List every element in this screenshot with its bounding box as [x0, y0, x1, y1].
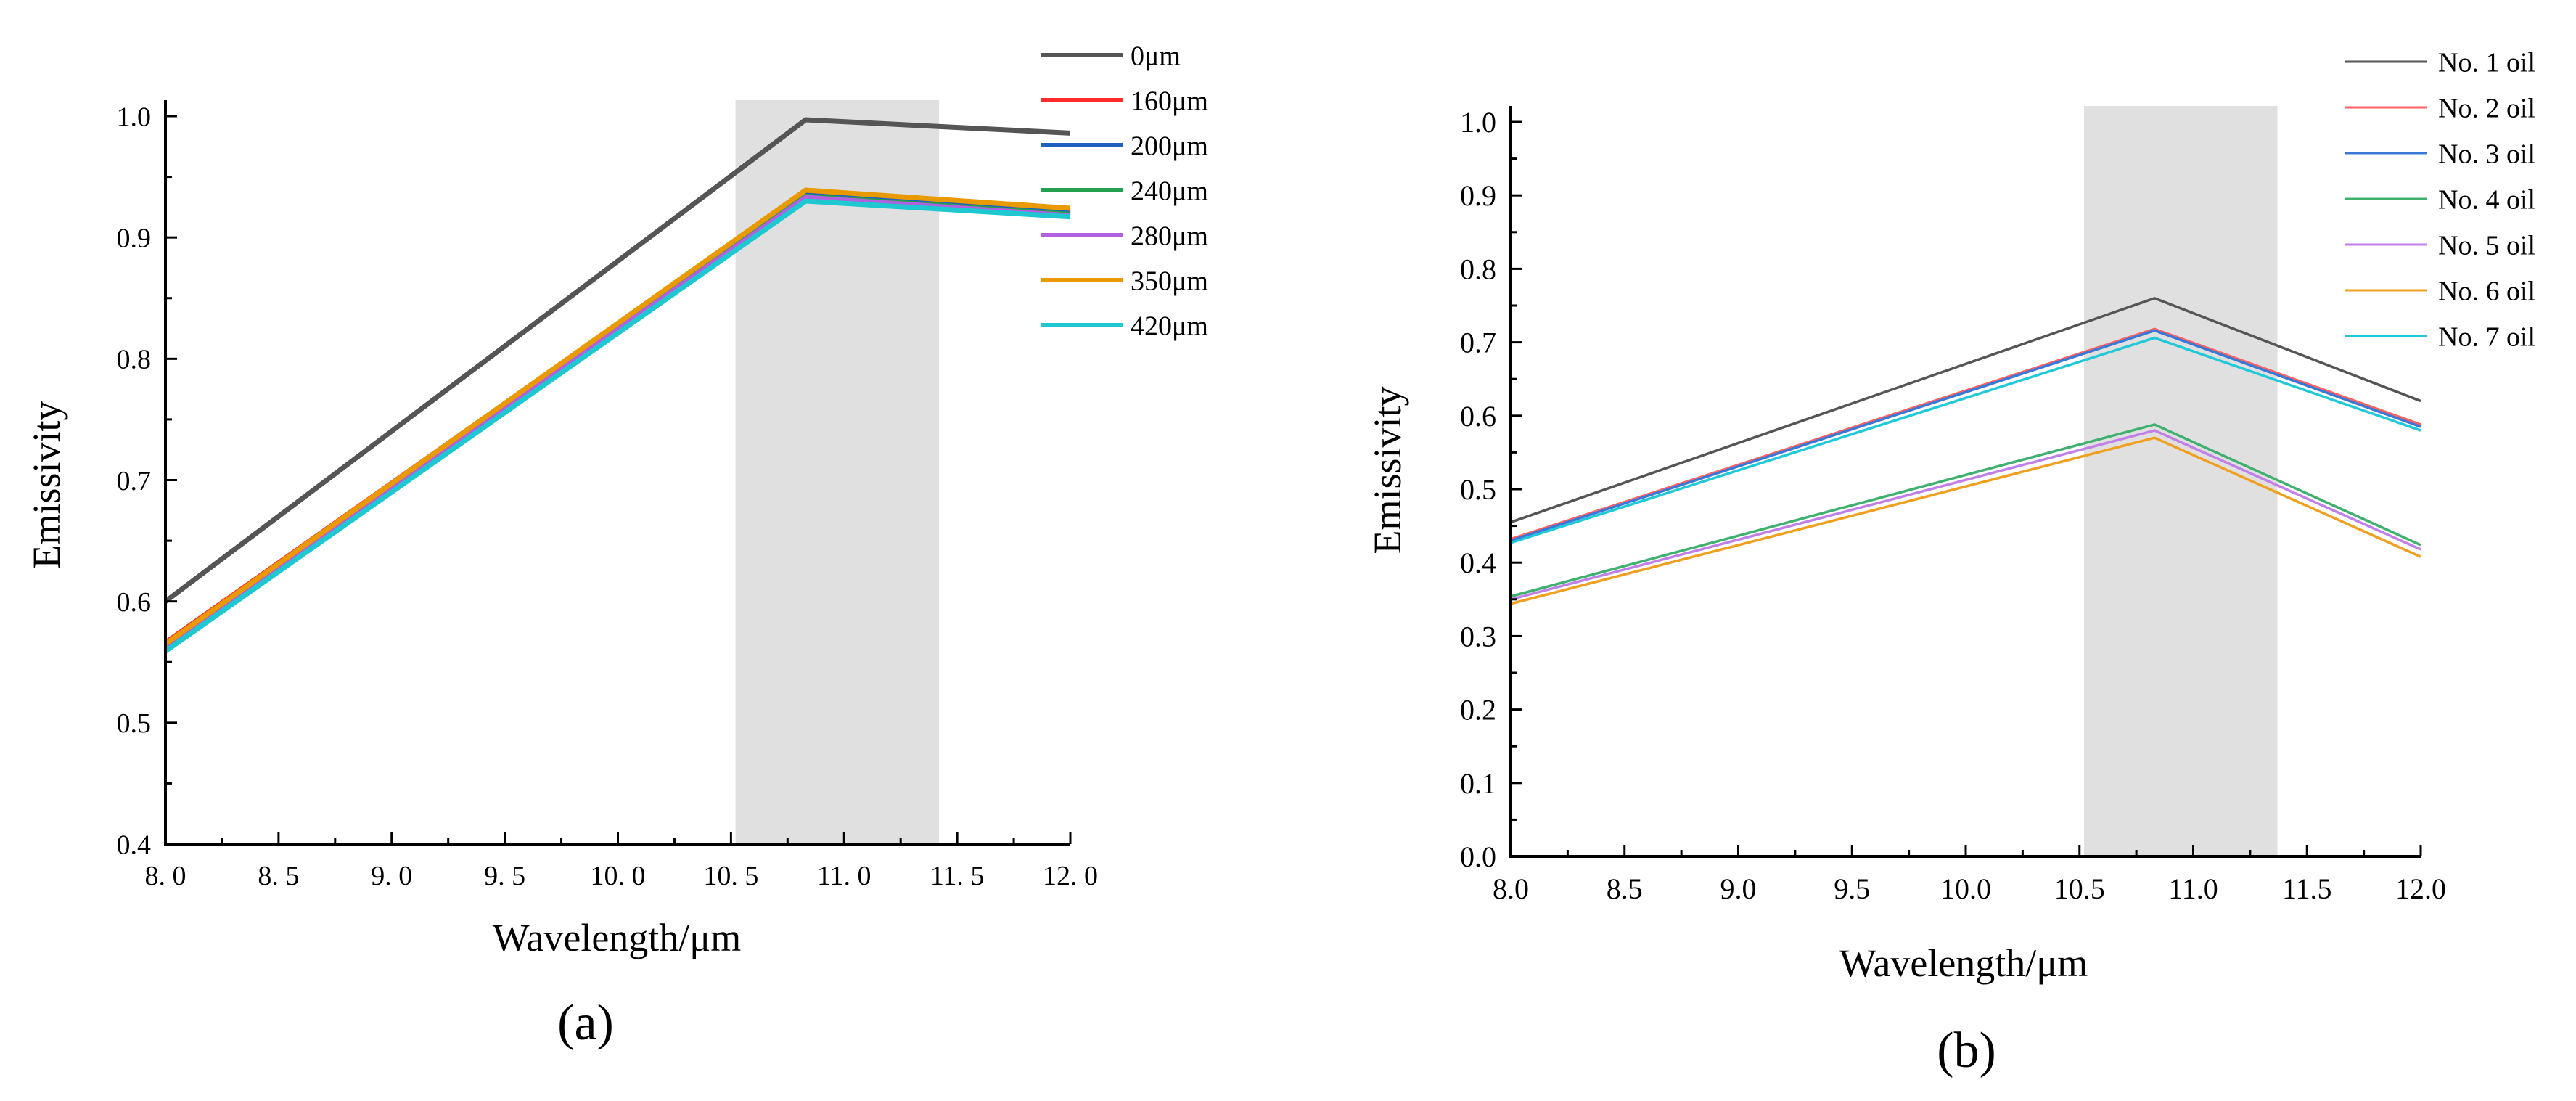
x-tick-label: 8.0: [1493, 872, 1529, 905]
x-axis-label: Wavelength/μm: [493, 916, 742, 959]
panel-caption: (a): [557, 995, 614, 1051]
chart-panel-a: 8. 0 8. 5 9. 0 9. 5 10. 0 10. 5 11. 0 11. 5 12. …: [25, 41, 1208, 1051]
legend: No. 1 oil No. 2 oil No. 3 oil No. 4 oil No. …: [2345, 47, 2535, 352]
y-tick-label: 0.2: [1460, 694, 1496, 727]
chart-panel-b: 8.0 8.5 9.0 9.5 10.0 10.5 11.0 11.5 12.0 0.00.10…: [1366, 47, 2535, 1079]
shaded-band: [735, 100, 940, 844]
series-line: [1510, 297, 2421, 524]
x-tick-label: 9.5: [1834, 872, 1870, 905]
x-tick-label: 10.5: [2054, 872, 2105, 905]
y-tick-label: 0.1: [1460, 767, 1496, 800]
y-tick-label: 0.5: [1460, 473, 1496, 506]
x-tick-label: 11. 0: [817, 861, 871, 891]
legend-label: 420μm: [1131, 311, 1208, 341]
x-tick-label: 12. 0: [1043, 861, 1098, 891]
y-tick-label: 0.4: [1460, 547, 1496, 579]
legend-label: No. 1 oil: [2438, 47, 2535, 78]
y-axis-label: Emissivity: [25, 401, 68, 568]
x-tick-label: 9. 0: [371, 861, 412, 891]
legend-label: No. 5 oil: [2438, 230, 2535, 261]
series-line: [1510, 336, 2421, 544]
y-tick-label: 0.3: [1460, 620, 1496, 652]
series-line: [163, 117, 1071, 604]
series-line: [163, 187, 1071, 647]
y-tick-label: 0.6: [1460, 400, 1496, 433]
y-tick-label: 0.9: [1460, 179, 1496, 212]
y-tick-label: 0.4: [117, 830, 152, 860]
legend-label: No. 6 oil: [2438, 276, 2535, 306]
x-tick-label: 8. 5: [258, 861, 299, 891]
series-line: [1510, 327, 2421, 541]
legend-label: No. 7 oil: [2438, 322, 2535, 352]
y-tick-label: 0.5: [117, 708, 152, 739]
x-tick-label: 9.0: [1720, 872, 1757, 905]
series-group: [1510, 297, 2421, 605]
y-axis-ticks: 0.4 0.5 0.6 0.7 0.8 0.9 1.0: [117, 102, 177, 860]
series-line: [1510, 423, 2421, 598]
shaded-band: [2084, 106, 2278, 856]
y-tick-label: 1.0: [1460, 106, 1496, 139]
legend-label: 240μm: [1131, 176, 1208, 206]
y-tick-label: 0.0: [1460, 840, 1496, 873]
y-axis-ticks: 0.0 0.1 0.2 0.3 0.4 0.5 0.6 0.7 0.8 0.9 1.0: [1460, 106, 1522, 873]
x-tick-label: 9. 5: [484, 861, 525, 891]
legend: 0μm 160μm 200μm 240μm 280μm 350μm 420μm: [1041, 41, 1208, 341]
legend-label: 0μm: [1131, 41, 1181, 71]
y-tick-label: 0.9: [117, 223, 152, 253]
legend-label: 280μm: [1131, 221, 1208, 251]
legend-label: 200μm: [1131, 131, 1208, 161]
legend-label: 350μm: [1131, 266, 1208, 296]
x-tick-label: 11.5: [2282, 872, 2332, 905]
legend-label: 160μm: [1131, 86, 1208, 116]
y-tick-label: 0.8: [1460, 253, 1496, 285]
y-tick-label: 0.6: [117, 587, 152, 618]
x-axis-label: Wavelength/μm: [1839, 941, 2088, 985]
x-tick-label: 12.0: [2395, 872, 2446, 905]
x-axis-ticks: 8. 0 8. 5 9. 0 9. 5 10. 0 10. 5 11. 0 11. 5 12. …: [145, 832, 1098, 891]
legend-label: No. 4 oil: [2438, 184, 2535, 215]
x-tick-label: 11. 5: [930, 861, 985, 891]
y-tick-label: 1.0: [117, 102, 152, 132]
series-line: [1510, 429, 2421, 601]
x-tick-label: 8. 0: [145, 861, 186, 891]
legend-label: No. 3 oil: [2438, 139, 2535, 169]
y-tick-label: 0.7: [117, 466, 152, 496]
y-axis-label: Emissivity: [1366, 386, 1409, 554]
x-tick-label: 11.0: [2168, 872, 2218, 905]
x-axis-ticks: 8.0 8.5 9.0 9.5 10.0 10.5 11.0 11.5 12.0: [1493, 845, 2446, 905]
x-tick-label: 10. 0: [591, 861, 646, 891]
series-group: [163, 117, 1071, 654]
y-tick-label: 0.8: [117, 345, 152, 375]
legend-label: No. 2 oil: [2438, 93, 2535, 123]
x-tick-label: 8.5: [1607, 872, 1643, 905]
panel-caption: (b): [1937, 1023, 1996, 1079]
y-tick-label: 0.7: [1460, 327, 1496, 359]
x-tick-label: 10. 5: [703, 861, 758, 891]
x-tick-label: 10.0: [1940, 872, 1991, 905]
series-line: [163, 198, 1071, 654]
series-line: [1510, 329, 2421, 542]
series-line: [1510, 436, 2421, 605]
